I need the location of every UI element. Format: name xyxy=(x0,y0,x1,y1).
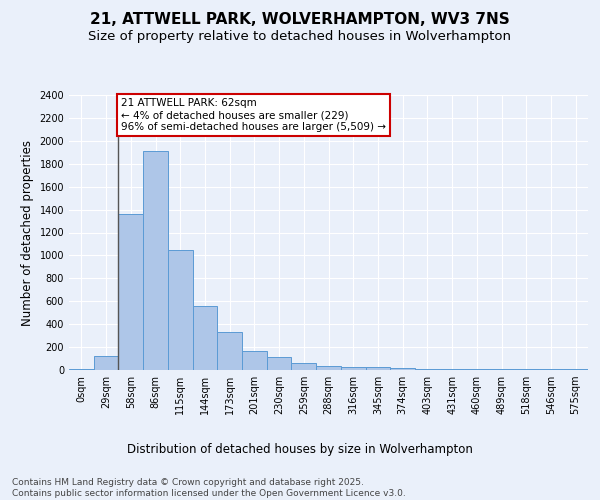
Bar xyxy=(168,250,193,370)
Bar xyxy=(563,369,588,370)
Text: Distribution of detached houses by size in Wolverhampton: Distribution of detached houses by size … xyxy=(127,442,473,456)
Bar xyxy=(193,306,217,370)
Bar xyxy=(69,369,94,370)
Bar xyxy=(217,332,242,370)
Bar xyxy=(292,363,316,370)
Y-axis label: Number of detached properties: Number of detached properties xyxy=(21,140,34,326)
Bar xyxy=(390,368,415,370)
Bar xyxy=(316,366,341,370)
Bar xyxy=(143,151,168,370)
Bar xyxy=(118,214,143,370)
Text: Contains HM Land Registry data © Crown copyright and database right 2025.
Contai: Contains HM Land Registry data © Crown c… xyxy=(12,478,406,498)
Text: Size of property relative to detached houses in Wolverhampton: Size of property relative to detached ho… xyxy=(89,30,511,43)
Bar xyxy=(94,356,118,370)
Bar xyxy=(365,367,390,370)
Text: 21 ATTWELL PARK: 62sqm
← 4% of detached houses are smaller (229)
96% of semi-det: 21 ATTWELL PARK: 62sqm ← 4% of detached … xyxy=(121,98,386,132)
Bar xyxy=(267,357,292,370)
Text: 21, ATTWELL PARK, WOLVERHAMPTON, WV3 7NS: 21, ATTWELL PARK, WOLVERHAMPTON, WV3 7NS xyxy=(90,12,510,28)
Bar xyxy=(242,350,267,370)
Bar xyxy=(341,366,365,370)
